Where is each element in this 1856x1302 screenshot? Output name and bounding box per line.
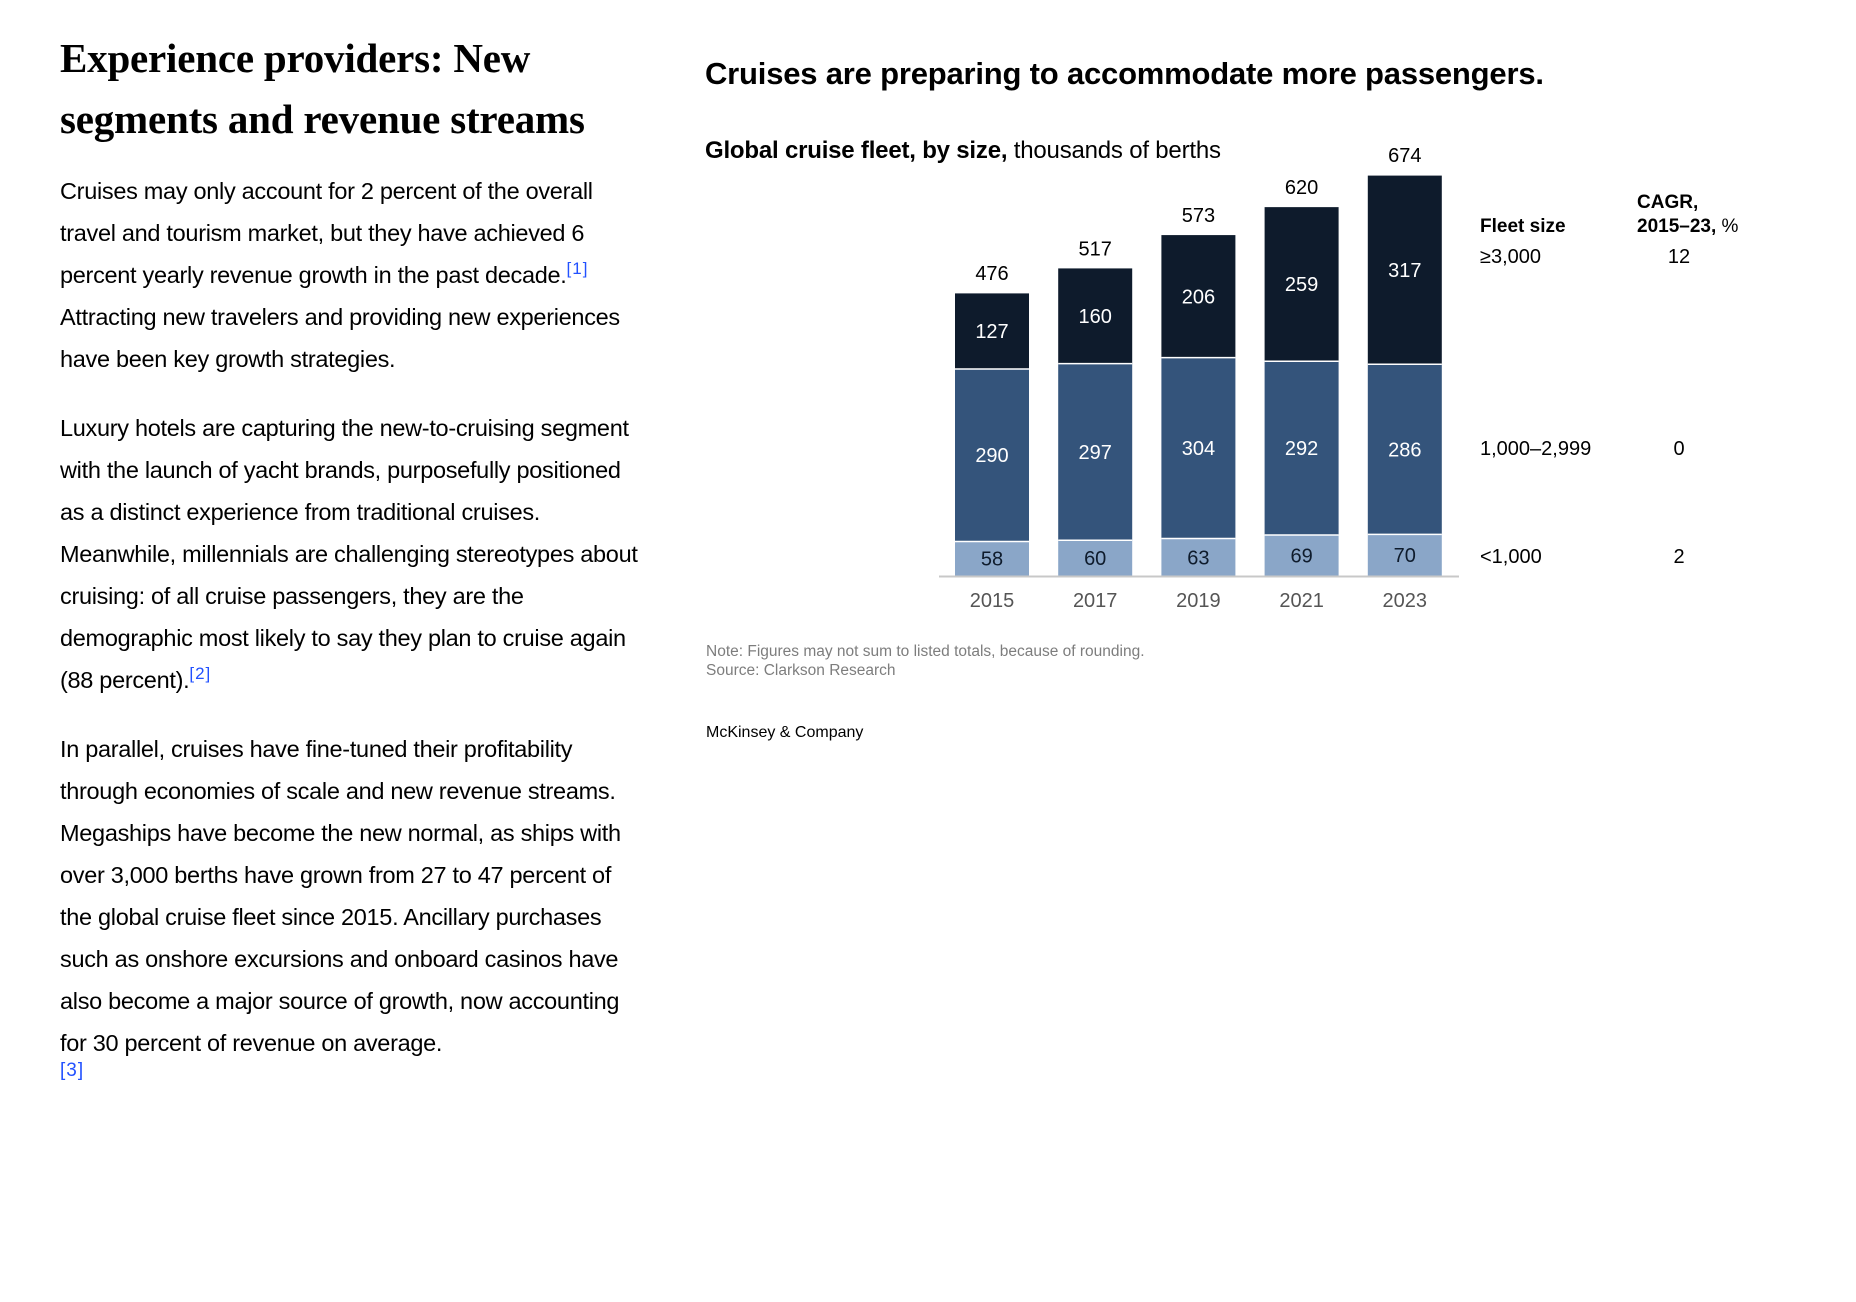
bar-segment-2015-2: [955, 293, 1029, 369]
cagr-unit: %: [1716, 216, 1738, 237]
segment-value-label: 160: [1079, 306, 1112, 328]
bar-segment-2021-0: [1264, 534, 1339, 576]
legend-fleet-size-1: 1,000–2,999: [1480, 438, 1591, 460]
chart-subtitle-units: thousands of berths: [1007, 137, 1221, 164]
legend-header-cagr-period: 2015–23, %: [1637, 216, 1739, 237]
bar-total-label: 476: [975, 263, 1008, 285]
chart-source: Source: Clarkson Research: [706, 662, 896, 679]
legend-fleet-size-0: <1,000: [1480, 546, 1542, 568]
bar-segment-2015-0: [955, 541, 1029, 576]
chart-subtitle-bold: Global cruise fleet, by size,: [705, 137, 1008, 164]
bar-segment-2023-2: [1367, 175, 1442, 365]
bar-segment-2017-2: [1058, 268, 1133, 364]
segment-value-label: 60: [1084, 548, 1106, 570]
article-heading: Experience providers: New segments and r…: [60, 35, 585, 142]
paragraph-3: In parallel, cruises have fine-tuned the…: [60, 728, 640, 1084]
paragraph-1-text-after: Attracting new travelers and providing n…: [60, 304, 620, 372]
x-tick-label: 2023: [1383, 590, 1428, 612]
segment-value-label: 70: [1394, 545, 1416, 567]
bar-segment-2019-2: [1161, 235, 1236, 358]
x-tick-label: 2017: [1073, 590, 1118, 612]
bar-segment-2019-1: [1161, 357, 1236, 539]
segment-value-label: 297: [1079, 442, 1112, 464]
segment-value-label: 317: [1388, 260, 1421, 282]
paragraph-1-text: Cruises may only account for 2 percent o…: [60, 178, 593, 288]
segment-value-label: 69: [1290, 545, 1312, 567]
cagr-period-bold: 2015–23,: [1637, 216, 1716, 237]
bar-total-label: 620: [1285, 177, 1318, 199]
footnote-link-2[interactable]: [2]: [189, 664, 212, 683]
x-tick-label: 2015: [970, 590, 1015, 612]
chart-notes: Note: Figures may not sum to listed tota…: [706, 642, 1145, 680]
segment-value-label: 304: [1182, 438, 1215, 460]
footnote-link-1[interactable]: [1]: [566, 259, 589, 278]
footnote-link-3[interactable]: [3]: [60, 1060, 85, 1081]
brand-footer: McKinsey & Company: [706, 724, 864, 741]
bar-segment-2021-1: [1264, 361, 1339, 535]
legend-cagr-value-1: 0: [1673, 438, 1684, 460]
chart-note: Note: Figures may not sum to listed tota…: [706, 643, 1145, 660]
chart-subtitle: Global cruise fleet, by size, thousands …: [705, 137, 1221, 165]
article: Experience providers: New segments and r…: [60, 28, 640, 1111]
bar-segment-2015-1: [955, 368, 1029, 542]
segment-value-label: 206: [1182, 286, 1215, 308]
stacked-bar-chart: 58 290 127 476 2015 60 297 160 517 2017 63 304 206 57…: [939, 145, 1739, 612]
legend-header-fleet-size: Fleet size: [1480, 216, 1566, 237]
segment-value-label: 127: [975, 321, 1008, 343]
paragraph-1: Cruises may only account for 2 percent o…: [60, 170, 640, 380]
bar-segment-2021-2: [1264, 207, 1339, 362]
bar-segment-2017-0: [1058, 540, 1133, 576]
paragraph-2: Luxury hotels are capturing the new-to-c…: [60, 407, 640, 701]
legend-cagr-value-0: 2: [1673, 546, 1684, 568]
bar-segment-2023-1: [1367, 364, 1442, 535]
legend-header-cagr: CAGR,: [1637, 192, 1698, 213]
segment-value-label: 58: [981, 549, 1003, 571]
x-tick-label: 2019: [1176, 590, 1221, 612]
chart-exhibit: Cruises are preparing to accommodate mor…: [705, 0, 1856, 800]
bar-total-label: 573: [1182, 205, 1215, 227]
segment-value-label: 286: [1388, 439, 1421, 461]
x-tick-label: 2021: [1279, 590, 1324, 612]
segment-value-label: 290: [975, 445, 1008, 467]
bar-segment-2023-0: [1367, 534, 1442, 576]
legend-fleet-size-2: ≥3,000: [1480, 246, 1541, 268]
chart-title: Cruises are preparing to accommodate mor…: [705, 56, 1544, 91]
bar-segment-2019-0: [1161, 538, 1236, 576]
bar-total-label: 674: [1388, 145, 1421, 167]
segment-value-label: 292: [1285, 438, 1318, 460]
bar-segment-2017-1: [1058, 363, 1133, 541]
legend-cagr-value-2: 12: [1668, 246, 1690, 268]
bar-total-label: 517: [1079, 238, 1112, 260]
paragraph-2-text: Luxury hotels are capturing the new-to-c…: [60, 415, 638, 693]
segment-value-label: 63: [1187, 547, 1209, 569]
segment-value-label: 259: [1285, 274, 1318, 296]
paragraph-3-text: In parallel, cruises have fine-tuned the…: [60, 736, 621, 1056]
